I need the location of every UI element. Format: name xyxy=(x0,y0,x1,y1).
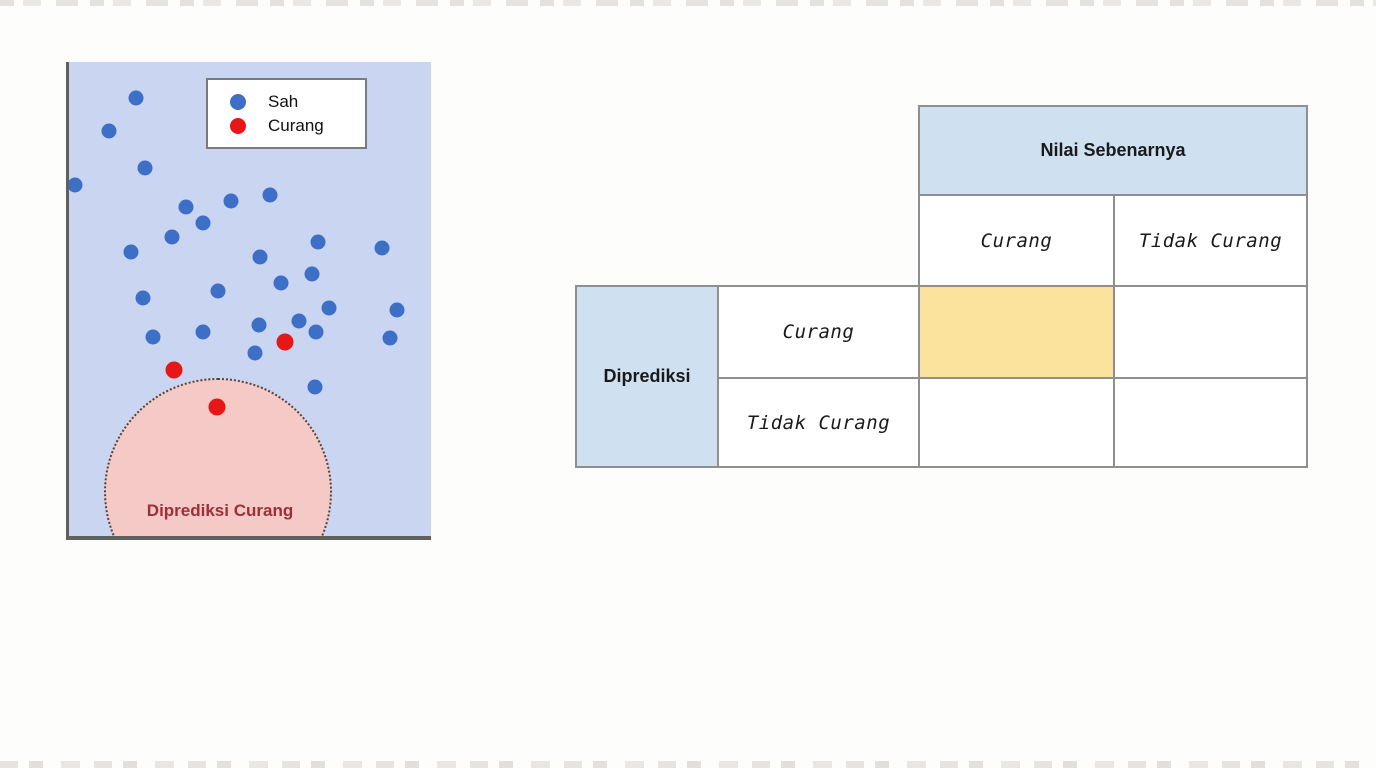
sah-dot-icon xyxy=(230,93,246,110)
scatter-point-sah xyxy=(389,302,405,318)
matrix-col-header-curang: Curang xyxy=(918,194,1113,285)
scatter-point-sah xyxy=(128,90,144,106)
matrix-cell-false-positive xyxy=(1113,285,1308,377)
col-group-header-label: Nilai Sebenarnya xyxy=(1040,140,1186,160)
scatter-point-sah xyxy=(69,177,83,193)
matrix-row-header-curang: Curang xyxy=(717,285,918,377)
matrix-cell-true-negative xyxy=(1113,377,1308,468)
scatter-point-sah xyxy=(164,229,180,245)
scatter-point-sah xyxy=(374,240,390,256)
scatter-point-sah xyxy=(178,199,194,215)
legend-item-sah: Sah xyxy=(230,93,365,110)
row-header-curang-label: Curang xyxy=(782,321,855,343)
row-header-tidak-curang-label: Tidak Curang xyxy=(746,411,891,434)
col-header-tidak-curang-label: Tidak Curang xyxy=(1138,229,1283,252)
confusion-matrix: Nilai Sebenarnya Curang Tidak Curang Dip… xyxy=(575,105,1308,468)
row-group-header-label: Diprediksi xyxy=(603,366,691,386)
curang-dot-icon xyxy=(230,117,246,134)
scatter-plot: Diprediksi Curang Sah Curang xyxy=(66,62,431,540)
scatter-point-sah xyxy=(123,244,139,260)
scatter-point-sah xyxy=(247,345,263,361)
scatter-point-sah xyxy=(273,275,289,291)
legend-label-sah: Sah xyxy=(268,92,299,111)
scatter-point-sah xyxy=(195,324,211,340)
scatter-point-sah xyxy=(137,160,153,176)
top-edge-artifact xyxy=(0,0,1376,6)
scatter-point-sah xyxy=(382,330,398,346)
scatter-point-curang xyxy=(276,333,294,351)
scatter-point-sah xyxy=(251,317,267,333)
matrix-row-header-tidak-curang: Tidak Curang xyxy=(717,377,918,468)
bottom-edge-artifact xyxy=(0,761,1376,768)
scatter-point-sah xyxy=(310,234,326,250)
scatter-point-sah xyxy=(210,283,226,299)
scatter-point-sah xyxy=(195,215,211,231)
matrix-col-header-tidak-curang: Tidak Curang xyxy=(1113,194,1308,285)
legend-label-curang: Curang xyxy=(268,116,324,135)
scatter-point-sah xyxy=(304,266,320,282)
matrix-col-group-header: Nilai Sebenarnya xyxy=(918,105,1308,194)
col-header-curang-label: Curang xyxy=(980,229,1053,252)
scatter-point-curang xyxy=(165,361,183,379)
scatter-point-sah xyxy=(307,379,323,395)
scatter-point-sah xyxy=(308,324,324,340)
scatter-point-sah xyxy=(101,123,117,139)
scatter-legend: Sah Curang xyxy=(206,78,367,149)
scatter-point-sah xyxy=(223,193,239,209)
scatter-point-sah xyxy=(321,300,337,316)
scatter-point-sah xyxy=(252,249,268,265)
matrix-cell-true-positive xyxy=(918,285,1113,377)
legend-item-curang: Curang xyxy=(230,117,365,134)
scatter-point-sah xyxy=(145,329,161,345)
scatter-point-sah xyxy=(291,313,307,329)
scatter-point-sah xyxy=(135,290,151,306)
matrix-cell-false-negative xyxy=(918,377,1113,468)
matrix-row-group-header: Diprediksi xyxy=(575,285,717,468)
predicted-fraud-region-label: Diprediksi Curang xyxy=(146,501,294,520)
scatter-point-curang xyxy=(208,398,226,416)
scatter-point-sah xyxy=(262,187,278,203)
